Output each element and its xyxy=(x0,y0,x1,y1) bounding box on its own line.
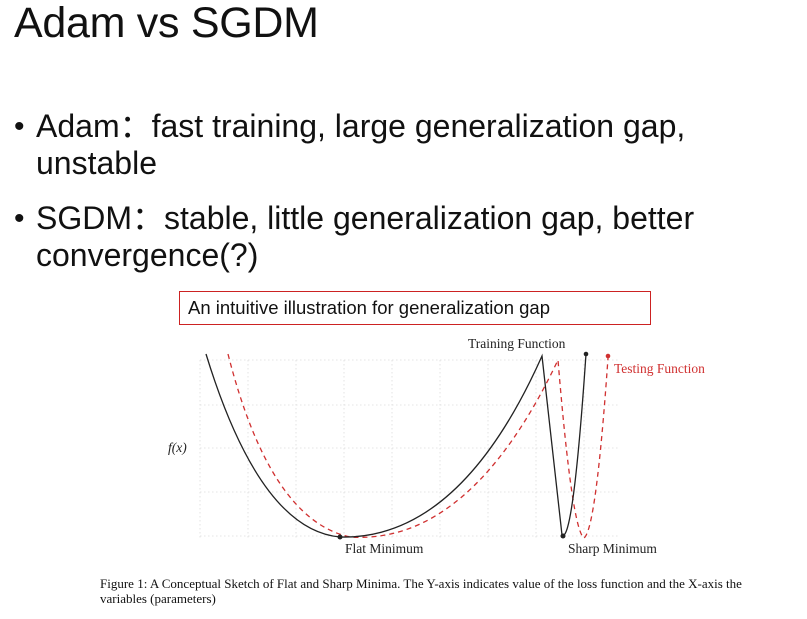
bullet-marker: • xyxy=(14,110,25,143)
training-function-label: Training Function xyxy=(468,336,566,351)
callout-box: An intuitive illustration for generaliza… xyxy=(179,291,651,325)
figure-caption: Figure 1: A Conceptual Sketch of Flat an… xyxy=(100,576,742,606)
bullet-marker: • xyxy=(14,202,25,235)
sharp-minimum-point xyxy=(560,533,566,539)
testing-function-label: Testing Function xyxy=(614,361,705,376)
training-peak-point xyxy=(583,351,589,357)
sharp-minimum-label: Sharp Minimum xyxy=(568,541,657,556)
flat-minimum-point xyxy=(337,534,343,540)
bullet-list: • Adam：fast training, large generalizati… xyxy=(8,108,807,292)
testing-peak-point xyxy=(605,353,611,359)
testing-function-curve xyxy=(227,353,609,539)
bullet-adam: • Adam：fast training, large generalizati… xyxy=(8,108,807,182)
bullet-text: SGDM：stable, little generalization gap, … xyxy=(36,200,695,273)
bullet-sgdm: • SGDM：stable, little generalization gap… xyxy=(8,200,807,274)
y-axis-label: f(x) xyxy=(168,440,187,455)
flat-minimum-label: Flat Minimum xyxy=(345,541,424,556)
minima-sketch: Training Function Testing Function f(x) … xyxy=(168,336,705,556)
grid xyxy=(199,359,620,538)
slide-title: Adam vs SGDM xyxy=(14,0,319,47)
training-function-curve xyxy=(205,353,587,538)
bullet-text: Adam：fast training, large generalization… xyxy=(36,108,686,181)
